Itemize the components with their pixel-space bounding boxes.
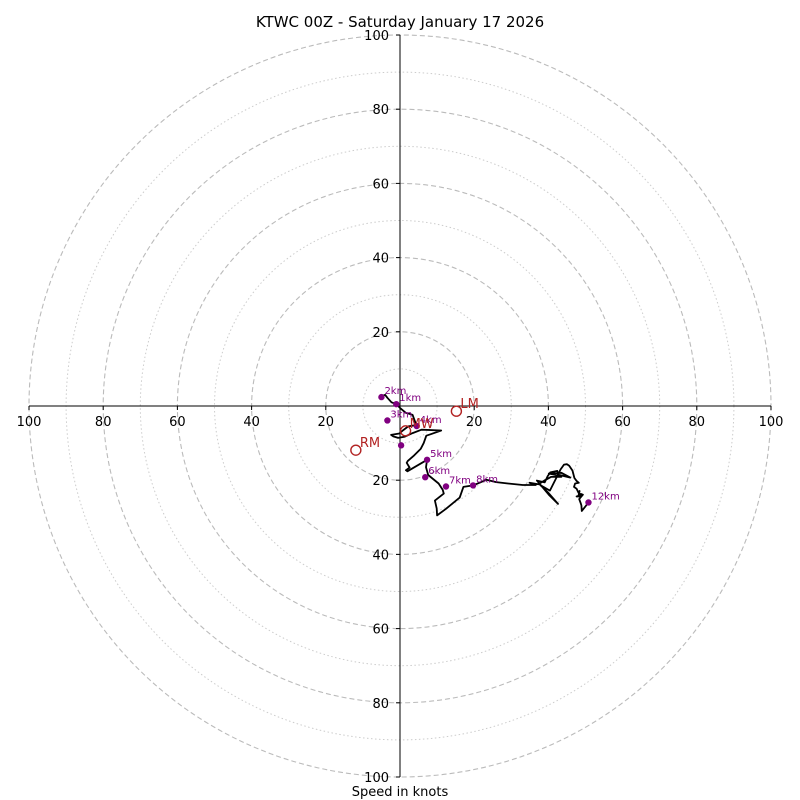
x-tick-label: 60	[614, 415, 631, 430]
hodograph-trace	[381, 393, 590, 517]
x-tick-label: 40	[540, 415, 557, 430]
height-marker-label: 6km	[428, 466, 450, 477]
y-tick-label: 80	[372, 103, 389, 118]
height-marker-label: 12km	[591, 491, 619, 502]
axes	[29, 35, 771, 777]
storm-motion-marker	[350, 444, 362, 456]
storm-motion-label: RM	[360, 436, 380, 451]
chart-title: KTWC 00Z - Saturday January 17 2026	[256, 13, 544, 31]
height-marker-label: 4km	[420, 415, 442, 426]
y-tick-label: 40	[372, 252, 389, 267]
height-marker-dot	[378, 393, 385, 401]
storm-motion-label: MW	[410, 417, 434, 432]
y-tick-label: 60	[372, 623, 389, 638]
x-tick-label: 20	[318, 415, 335, 430]
height-marker-dot	[585, 499, 592, 506]
x-axis-label: Speed in knots	[352, 785, 449, 800]
storm-motion-marker	[399, 425, 412, 437]
height-marker-dot	[393, 400, 400, 408]
x-tick-label: 100	[759, 415, 784, 430]
height-marker-dot	[442, 483, 450, 490]
y-tick-label: 80	[372, 697, 389, 712]
height-marker-label: 1km	[399, 393, 421, 404]
height-marker-label: 7km	[449, 476, 471, 487]
storm-motion-markers: LM RM MW	[350, 397, 479, 456]
y-tick-label: 20	[372, 474, 389, 489]
y-tick-label: 60	[372, 177, 389, 192]
height-marker-label: 2km	[384, 386, 406, 397]
x-tick-label: 80	[689, 415, 706, 430]
height-marker-label: 5km	[430, 449, 452, 460]
x-tick-label: 60	[169, 415, 186, 430]
x-tick-label: 20	[466, 415, 483, 430]
y-tick-label: 40	[372, 548, 389, 563]
height-marker-label: 8km	[476, 474, 498, 485]
height-marker-dot	[423, 456, 431, 463]
height-marker-label: 3km	[390, 409, 412, 420]
height-marker-dot	[422, 474, 429, 481]
y-tick-label: 100	[364, 29, 389, 44]
storm-motion-marker	[450, 405, 463, 417]
storm-motion-label: LM	[460, 397, 478, 412]
y-tick-label: 20	[372, 326, 389, 341]
x-tick-label: 80	[95, 415, 112, 430]
wind-trace	[381, 393, 590, 517]
height-marker-dot	[469, 482, 477, 489]
y-tick-label: 100	[364, 771, 389, 786]
height-marker-dot	[413, 422, 420, 430]
x-tick-label: 40	[243, 415, 260, 430]
tick-labels: 100 80 60 40 20 20 40 60 80 100 100 80 60 40 20 20 40 60 8…	[17, 29, 784, 786]
height-marker-dot	[384, 417, 391, 424]
x-tick-label: 100	[17, 415, 42, 430]
height-marker-dot	[397, 442, 405, 449]
